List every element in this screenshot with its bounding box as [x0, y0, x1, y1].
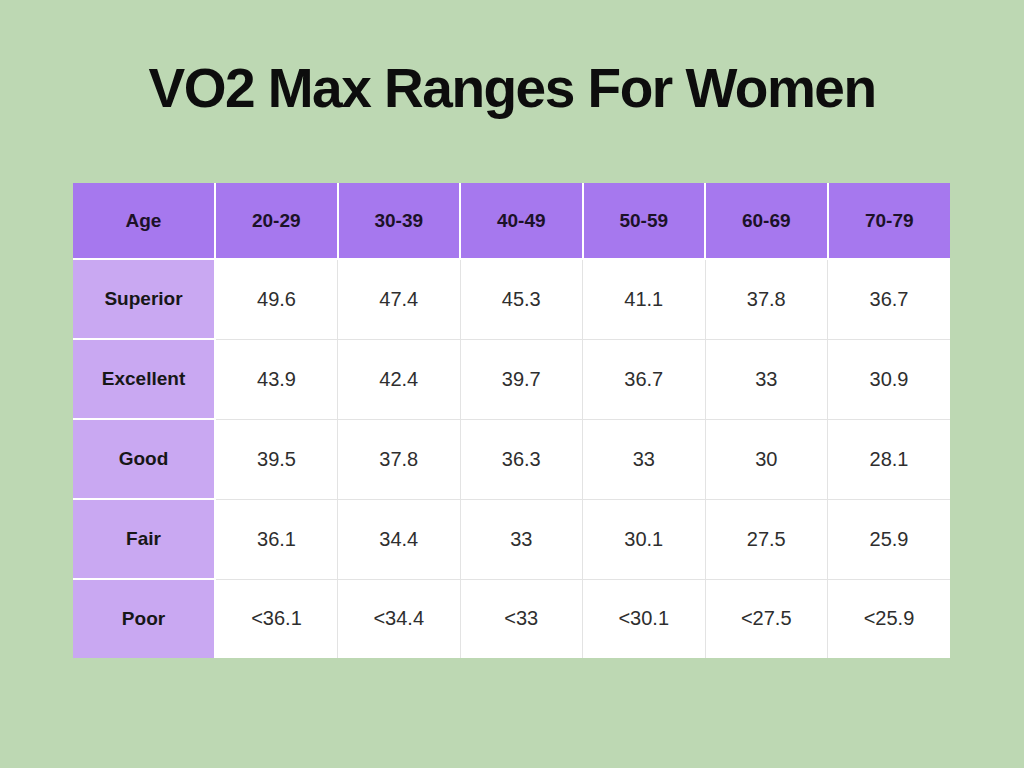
header-row: Age20-2930-3940-4950-5960-6970-79	[73, 183, 950, 259]
row-label-cell: Superior	[73, 259, 215, 339]
value-cell: <30.1	[583, 579, 706, 658]
value-cell: 42.4	[338, 339, 461, 419]
value-cell: 43.9	[215, 339, 338, 419]
value-cell: <27.5	[705, 579, 828, 658]
value-cell: 28.1	[828, 419, 951, 499]
value-cell: 25.9	[828, 499, 951, 579]
row-label-cell: Fair	[73, 499, 215, 579]
table-row: Poor<36.1<34.4<33<30.1<27.5<25.9	[73, 579, 950, 658]
value-cell: 39.7	[460, 339, 583, 419]
row-label-cell: Good	[73, 419, 215, 499]
header-cell: Age	[73, 183, 215, 259]
value-cell: 33	[705, 339, 828, 419]
value-cell: 36.1	[215, 499, 338, 579]
value-cell: 47.4	[338, 259, 461, 339]
value-cell: 30.1	[583, 499, 706, 579]
value-cell: 41.1	[583, 259, 706, 339]
value-cell: 36.7	[828, 259, 951, 339]
value-cell: 49.6	[215, 259, 338, 339]
header-cell: 70-79	[828, 183, 951, 259]
value-cell: 39.5	[215, 419, 338, 499]
value-cell: <25.9	[828, 579, 951, 658]
value-cell: 45.3	[460, 259, 583, 339]
table-row: Fair36.134.43330.127.525.9	[73, 499, 950, 579]
table-body: Superior49.647.445.341.137.836.7Excellen…	[73, 259, 950, 658]
value-cell: 34.4	[338, 499, 461, 579]
value-cell: 27.5	[705, 499, 828, 579]
value-cell: 30.9	[828, 339, 951, 419]
header-cell: 20-29	[215, 183, 338, 259]
value-cell: <34.4	[338, 579, 461, 658]
table-row: Good39.537.836.3333028.1	[73, 419, 950, 499]
value-cell: 30	[705, 419, 828, 499]
header-cell: 40-49	[460, 183, 583, 259]
row-label-cell: Poor	[73, 579, 215, 658]
table-row: Superior49.647.445.341.137.836.7	[73, 259, 950, 339]
value-cell: 36.3	[460, 419, 583, 499]
value-cell: 36.7	[583, 339, 706, 419]
row-label-cell: Excellent	[73, 339, 215, 419]
value-cell: <33	[460, 579, 583, 658]
header-cell: 60-69	[705, 183, 828, 259]
value-cell: 33	[583, 419, 706, 499]
page-title: VO2 Max Ranges For Women	[0, 56, 1024, 120]
header-cell: 50-59	[583, 183, 706, 259]
value-cell: 37.8	[338, 419, 461, 499]
value-cell: <36.1	[215, 579, 338, 658]
vo2-max-table: Age20-2930-3940-4950-5960-6970-79 Superi…	[73, 183, 950, 658]
header-cell: 30-39	[338, 183, 461, 259]
value-cell: 37.8	[705, 259, 828, 339]
table-row: Excellent43.942.439.736.73330.9	[73, 339, 950, 419]
infographic-page: VO2 Max Ranges For Women Age20-2930-3940…	[0, 0, 1024, 768]
value-cell: 33	[460, 499, 583, 579]
